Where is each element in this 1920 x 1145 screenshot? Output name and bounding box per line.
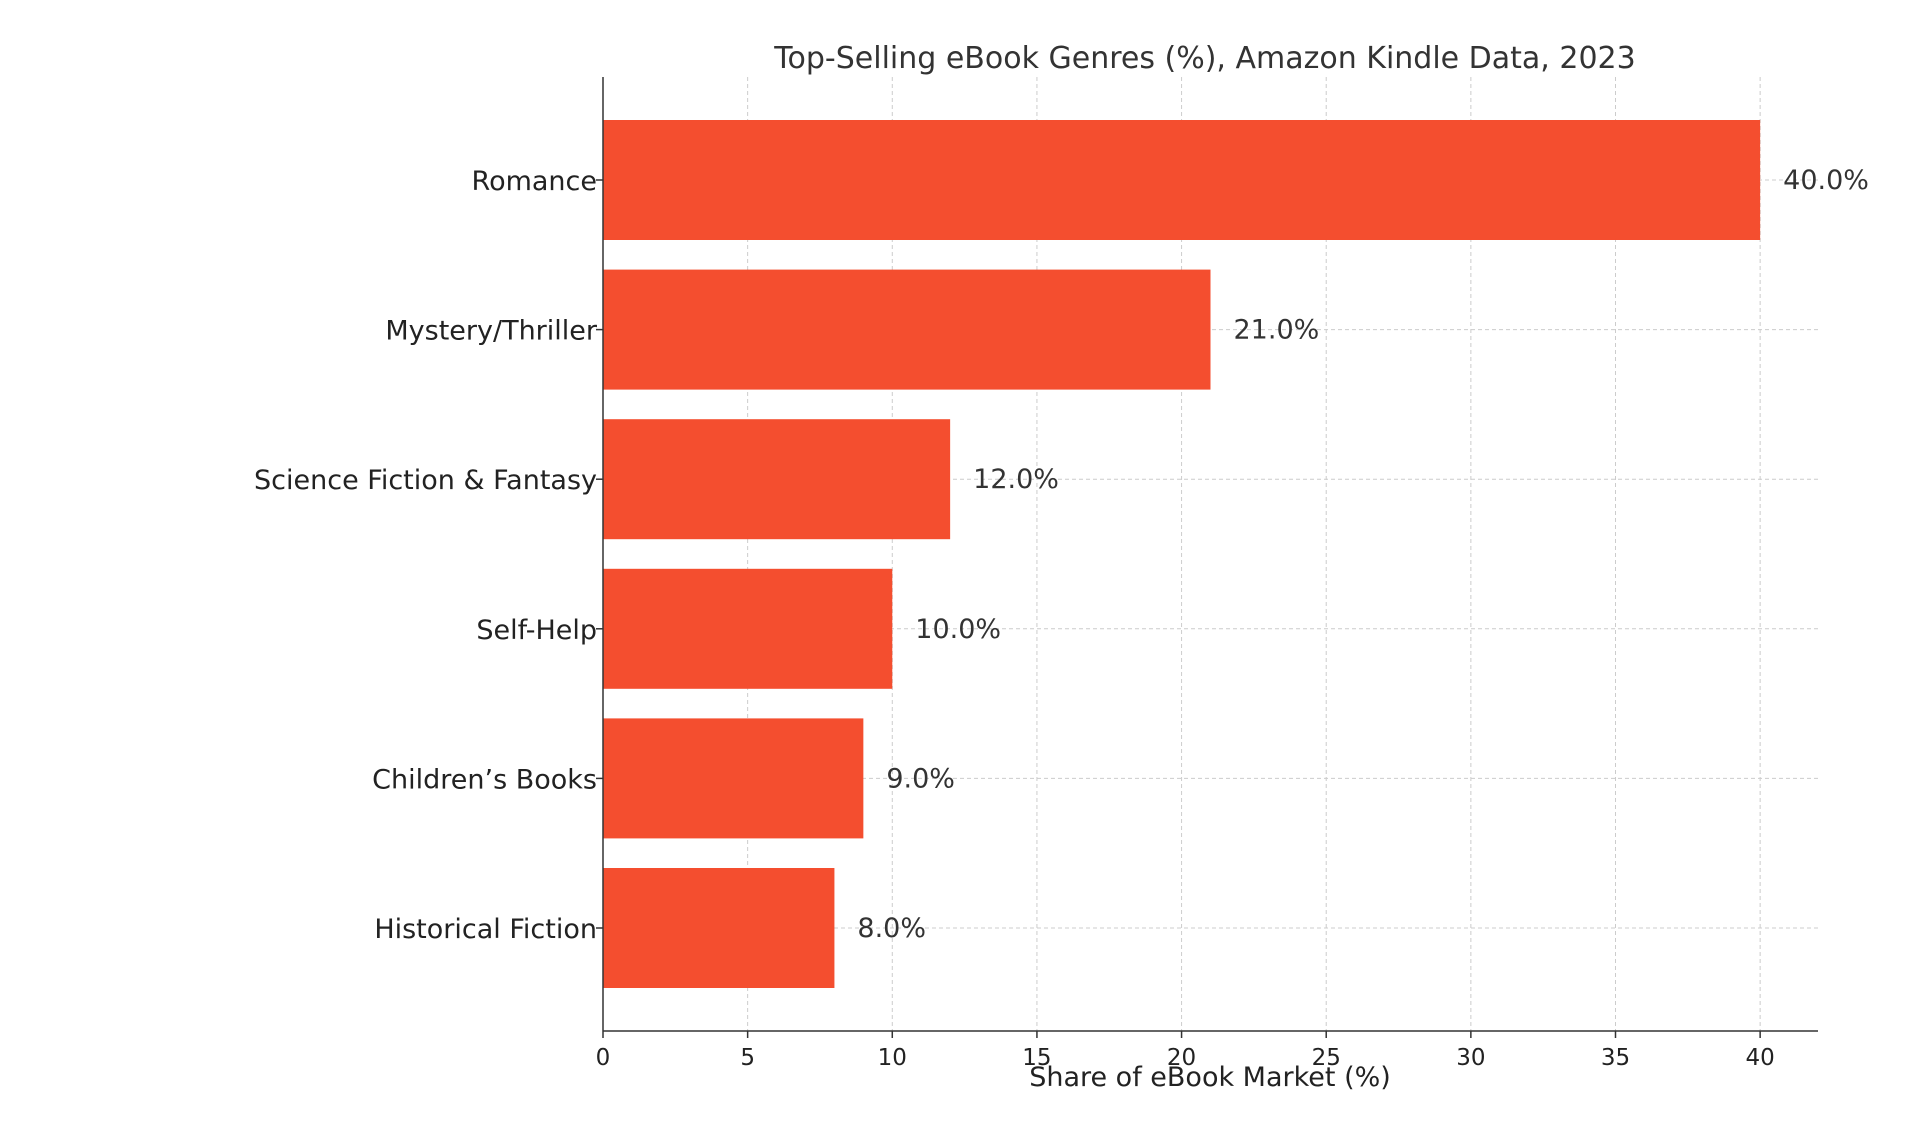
- y-tick-label: Mystery/Thriller: [385, 316, 598, 347]
- x-tick-label: 20: [1167, 1045, 1196, 1071]
- bar: [603, 718, 864, 839]
- x-axis-title: Share of eBook Market (%): [1029, 1062, 1391, 1093]
- data-label: 10.0%: [915, 614, 1001, 645]
- bar: [603, 269, 1211, 390]
- axes: 0 5 10 15 20 25 30 35 40 Romance Mystery/Thriller S…: [254, 77, 1818, 1071]
- y-tick-label: Historical Fiction: [374, 914, 597, 945]
- bar: [603, 419, 951, 540]
- data-label: 9.0%: [886, 763, 955, 794]
- x-tick-label: 30: [1456, 1045, 1485, 1071]
- y-tick-label: Self-Help: [476, 615, 597, 646]
- bar: [603, 868, 835, 988]
- data-label: 12.0%: [973, 464, 1059, 495]
- x-tick-label: 25: [1312, 1045, 1341, 1071]
- x-tick-label: 10: [878, 1045, 907, 1071]
- x-tick-label: 15: [1022, 1045, 1051, 1071]
- data-labels: 40.0% 21.0% 12.0% 10.0% 9.0% 8.0%: [857, 165, 1868, 944]
- data-label: 40.0%: [1783, 165, 1869, 196]
- x-tick-label: 5: [740, 1045, 755, 1071]
- data-label: 8.0%: [857, 913, 926, 944]
- y-tick-label: Children’s Books: [372, 764, 597, 795]
- x-tick-label: 35: [1601, 1045, 1630, 1071]
- chart-title: Top-Selling eBook Genres (%), Amazon Kin…: [773, 41, 1635, 76]
- x-tick-label: 0: [596, 1045, 611, 1071]
- bar: [603, 568, 893, 689]
- data-label: 21.0%: [1234, 315, 1320, 346]
- grid: [603, 77, 1818, 1031]
- x-tick-label: 40: [1746, 1045, 1775, 1071]
- bars: [603, 120, 1761, 988]
- bar: [603, 120, 1761, 240]
- y-tick-label: Science Fiction & Fantasy: [254, 465, 597, 496]
- y-tick-label: Romance: [472, 166, 597, 197]
